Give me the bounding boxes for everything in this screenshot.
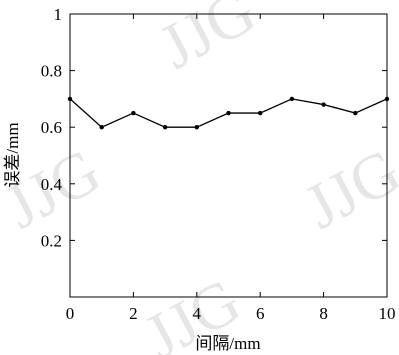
tick-label-group: 0 2 4 6 8 10 0.2 0.4 0.6 0.8 1 — [41, 5, 396, 323]
data-point — [162, 125, 168, 130]
plot-frame — [69, 13, 388, 298]
data-point — [258, 110, 263, 116]
data-point — [321, 102, 326, 107]
data-point — [226, 110, 231, 116]
y-tick-label: 0.2 — [41, 231, 62, 250]
x-axis-title: 间隔/mm — [195, 334, 260, 353]
tick-group — [69, 13, 388, 297]
x-tick-label: 6 — [256, 304, 265, 323]
y-tick-label: 0.6 — [41, 118, 62, 137]
x-tick-label: 0 — [66, 304, 75, 323]
data-point — [384, 96, 390, 102]
watermark-text: JJG — [148, 0, 266, 82]
data-point — [194, 125, 199, 130]
data-point — [99, 125, 104, 130]
x-tick-label: 4 — [193, 304, 202, 323]
x-tick-label: 10 — [379, 304, 396, 323]
x-tick-label: 8 — [319, 304, 328, 323]
y-tick-label: 1 — [54, 5, 63, 24]
series-layer — [67, 96, 390, 130]
data-point — [289, 96, 295, 102]
data-point — [131, 110, 136, 116]
y-tick-label: 0.8 — [41, 62, 62, 81]
watermark-text: JJG — [293, 135, 399, 243]
y-tick-label: 0.4 — [41, 175, 63, 194]
y-axis-title: 误差/mm — [3, 122, 22, 187]
data-point — [67, 96, 73, 102]
x-tick-label: 2 — [129, 304, 138, 323]
data-point — [353, 110, 358, 116]
